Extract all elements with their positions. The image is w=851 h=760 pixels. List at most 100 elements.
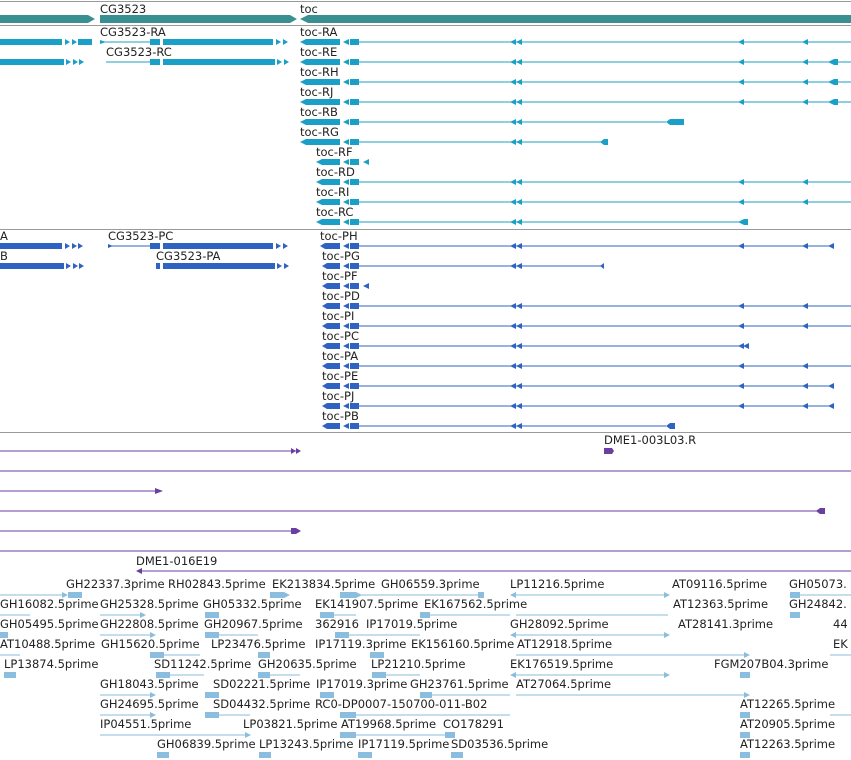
transcript-feature-toc-rh[interactable]: [300, 79, 851, 85]
est-label: EK176519.5prime: [510, 657, 613, 671]
est-label: AT12263.5prime: [740, 737, 835, 751]
est-label: GH05073.: [789, 577, 847, 591]
est-row-8-features[interactable]: [100, 732, 750, 738]
protein-feature-toc-pe[interactable]: [322, 383, 834, 389]
est-row-1-features[interactable]: [0, 592, 851, 598]
est-label: GH23761.5prime: [410, 677, 509, 691]
est-label: EK213834.5prime: [272, 577, 375, 591]
est-label: LP11216.5prime: [510, 577, 604, 591]
est-label: RH02843.5prime: [168, 577, 266, 591]
protein-label: toc-PI: [322, 309, 354, 323]
transcript-feature-toc-re[interactable]: [300, 59, 851, 65]
transcript-feature-toc-rf[interactable]: [316, 159, 369, 165]
est-label: AT19968.5prime: [341, 717, 436, 731]
transcript-label: toc-RJ: [300, 85, 333, 99]
est-label: GH16082.5prime: [0, 597, 99, 611]
transcript-label: toc-RA: [300, 25, 338, 39]
clone-label: DME1-016E19: [136, 554, 217, 568]
gene-label-cg3523: CG3523: [100, 2, 146, 16]
est-label: GH18043.5prime: [100, 677, 199, 691]
protein-feature-toc-pb[interactable]: [322, 423, 675, 429]
clone-feature[interactable]: [0, 488, 163, 494]
transcript-label: toc-RI: [316, 185, 349, 199]
est-label: EK167562.5prime: [424, 597, 527, 611]
est-row-5-features[interactable]: [4, 672, 750, 678]
est-label: AT28141.3prime: [678, 617, 773, 631]
est-row-6-features[interactable]: [100, 692, 750, 698]
est-label: RC0-DP0007-150700-011-B02: [315, 697, 487, 711]
protein-track: A B CG3523-PC CG3523-PA: [0, 229, 851, 433]
clone-feature[interactable]: [0, 448, 301, 454]
est-label: GH25328.5prime: [100, 597, 199, 611]
protein-feature[interactable]: [0, 243, 83, 249]
protein-label: toc-PA: [322, 349, 358, 363]
est-label: GH06559.3prime: [381, 577, 480, 591]
protein-feature-toc-pa[interactable]: [322, 363, 851, 369]
est-label: AT09116.5prime: [672, 577, 767, 591]
transcript-label: toc-RB: [300, 105, 338, 119]
protein-feature[interactable]: [0, 263, 84, 269]
est-label: LP13874.5prime: [4, 657, 98, 671]
est-label: EK: [833, 637, 848, 651]
est-row-9-features[interactable]: [157, 752, 750, 758]
gene-track: CG3523 toc: [0, 1, 851, 26]
transcript-feature[interactable]: [0, 39, 92, 45]
transcript-track: CG3523-RA CG3523-RC toc-RA: [0, 25, 851, 230]
protein-feature-toc-ph[interactable]: [320, 243, 834, 249]
transcript-feature[interactable]: [0, 59, 84, 65]
transcript-label: toc-RH: [300, 65, 339, 79]
transcript-feature-toc-rb[interactable]: [300, 119, 684, 125]
est-label: AT12265.5prime: [740, 697, 835, 711]
clone-feature-dme1-003l03[interactable]: [604, 448, 614, 454]
transcript-feature-toc-rc[interactable]: [316, 219, 748, 225]
transcript-feature-cg3523-ra[interactable]: [100, 39, 288, 45]
transcript-feature-toc-ra[interactable]: [300, 39, 851, 45]
protein-feature-toc-pi[interactable]: [322, 323, 851, 329]
protein-label: toc-PE: [322, 369, 358, 383]
transcript-label: toc-RC: [316, 205, 353, 219]
protein-feature-cg3523-pa[interactable]: [156, 263, 289, 269]
transcript-label: CG3523-RA: [100, 25, 166, 39]
est-label: IP17019.3prime: [316, 677, 407, 691]
protein-feature-toc-pj[interactable]: [322, 403, 834, 409]
gene-feature-cg3523[interactable]: [0, 15, 297, 23]
est-row-2-features[interactable]: [0, 612, 800, 618]
protein-feature-toc-pd[interactable]: [322, 303, 851, 309]
est-label: GH24695.5prime: [100, 697, 199, 711]
est-label: IP17119.5prime: [358, 737, 449, 751]
protein-label: B: [0, 249, 8, 263]
est-row-3-features[interactable]: [0, 632, 670, 638]
protein-feature-toc-pf[interactable]: [322, 283, 369, 289]
est-label: IP17119.3prime: [315, 637, 406, 651]
protein-label: toc-PB: [322, 409, 359, 423]
clone-feature[interactable]: [0, 528, 301, 534]
protein-feature-toc-pg[interactable]: [322, 263, 604, 269]
clone-feature-dme1-016e19[interactable]: [136, 568, 851, 574]
protein-label: CG3523-PA: [156, 249, 221, 263]
est-label: AT27064.5prime: [516, 677, 611, 691]
est-row-7-features[interactable]: [100, 712, 851, 718]
est-label: IP17019.5prime: [366, 617, 457, 631]
protein-label: toc-PF: [322, 269, 358, 283]
est-label: SD11242.5prime: [154, 657, 251, 671]
est-label: SD04432.5prime: [213, 697, 310, 711]
transcript-feature-toc-rd[interactable]: [316, 179, 851, 185]
gene-feature-toc[interactable]: [300, 15, 851, 23]
transcript-feature-toc-ri[interactable]: [316, 199, 851, 205]
est-row-4-features[interactable]: [0, 652, 851, 658]
protein-feature-toc-pc[interactable]: [322, 343, 749, 349]
clone-label: DME1-003L03.R: [604, 433, 696, 447]
est-label: LP13243.5prime: [259, 737, 353, 751]
transcript-feature-toc-rg[interactable]: [300, 139, 608, 145]
clone-feature[interactable]: [0, 508, 825, 514]
gene-label-toc: toc: [300, 2, 318, 16]
transcript-label: CG3523-RC: [106, 45, 172, 59]
transcript-feature-toc-rj[interactable]: [300, 99, 851, 105]
transcript-feature-cg3523-rc[interactable]: [106, 59, 289, 65]
est-label: 362916: [315, 617, 359, 631]
protein-label: toc-PH: [320, 229, 358, 243]
est-label: SD03536.5prime: [451, 737, 548, 751]
protein-label: CG3523-PC: [108, 229, 173, 243]
protein-feature-cg3523-pc[interactable]: [108, 243, 288, 249]
